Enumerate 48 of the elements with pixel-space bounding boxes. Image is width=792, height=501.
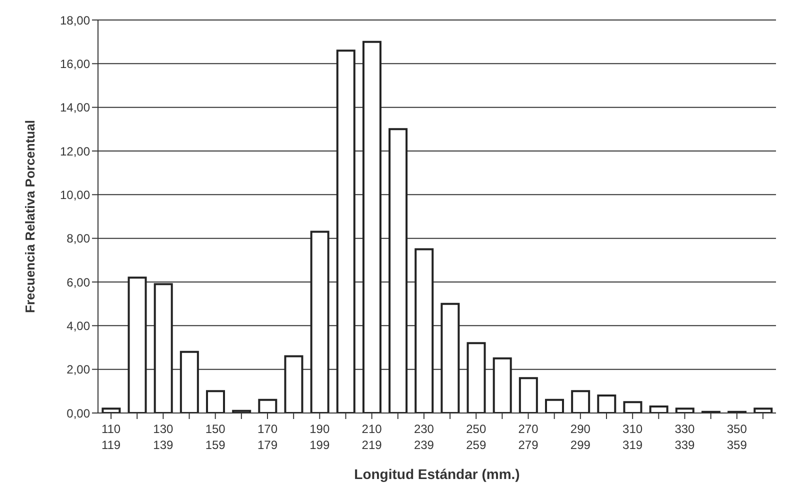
bar: [310, 230, 330, 413]
x-axis-title: Longitud Estándar (mm.): [354, 466, 520, 482]
bar: [518, 377, 538, 413]
bar: [545, 398, 564, 413]
bar: [362, 40, 382, 413]
bar: [571, 390, 590, 413]
x-tick-label: 250 259: [466, 422, 486, 452]
bar: [597, 394, 616, 413]
bar: [284, 355, 304, 413]
bar: [128, 276, 147, 413]
x-tick-label: 130 139: [153, 422, 174, 452]
x-tick-label: 170 179: [257, 422, 278, 452]
bar: [623, 401, 642, 413]
x-tick-label: 210 219: [362, 422, 382, 452]
y-axis-title: Frecuencia Relativa Porcentual: [22, 120, 38, 313]
bar: [180, 350, 199, 413]
x-tick-label: 270 279: [518, 422, 539, 452]
x-tick-label: 290 299: [570, 422, 591, 452]
y-tick-label: 4,00: [66, 318, 90, 333]
bar: [206, 390, 225, 413]
bar: [258, 398, 278, 413]
x-tick-label: 350 359: [726, 422, 748, 452]
bar: [466, 342, 486, 413]
x-tick-label: 310 319: [622, 422, 643, 452]
y-tick-label: 14,00: [60, 100, 90, 115]
bar: [440, 302, 460, 413]
bar: [754, 408, 773, 413]
bar: [414, 248, 434, 413]
x-tick-label: 110 119: [101, 422, 121, 452]
x-tick-label: 330 339: [674, 422, 696, 452]
y-tick-label: 2,00: [66, 362, 90, 377]
bar: [675, 408, 694, 413]
x-tick-label: 230 239: [414, 422, 434, 452]
x-tick-label: 190 199: [310, 422, 330, 452]
bar: [492, 357, 512, 413]
bar: [388, 128, 408, 413]
y-tick-label: 18,00: [60, 13, 90, 28]
x-tick-label: 150 159: [205, 422, 226, 452]
bar: [102, 408, 121, 413]
y-tick-label: 16,00: [60, 56, 90, 71]
y-tick-label: 6,00: [66, 275, 90, 290]
y-tick-label: 12,00: [60, 144, 90, 158]
bar: [154, 283, 173, 413]
y-tick-label: 8,00: [66, 232, 90, 246]
bar: [336, 50, 356, 413]
y-tick-label: 10,00: [60, 188, 90, 202]
bar: [649, 405, 668, 413]
y-tick-label: 0,00: [66, 406, 90, 420]
